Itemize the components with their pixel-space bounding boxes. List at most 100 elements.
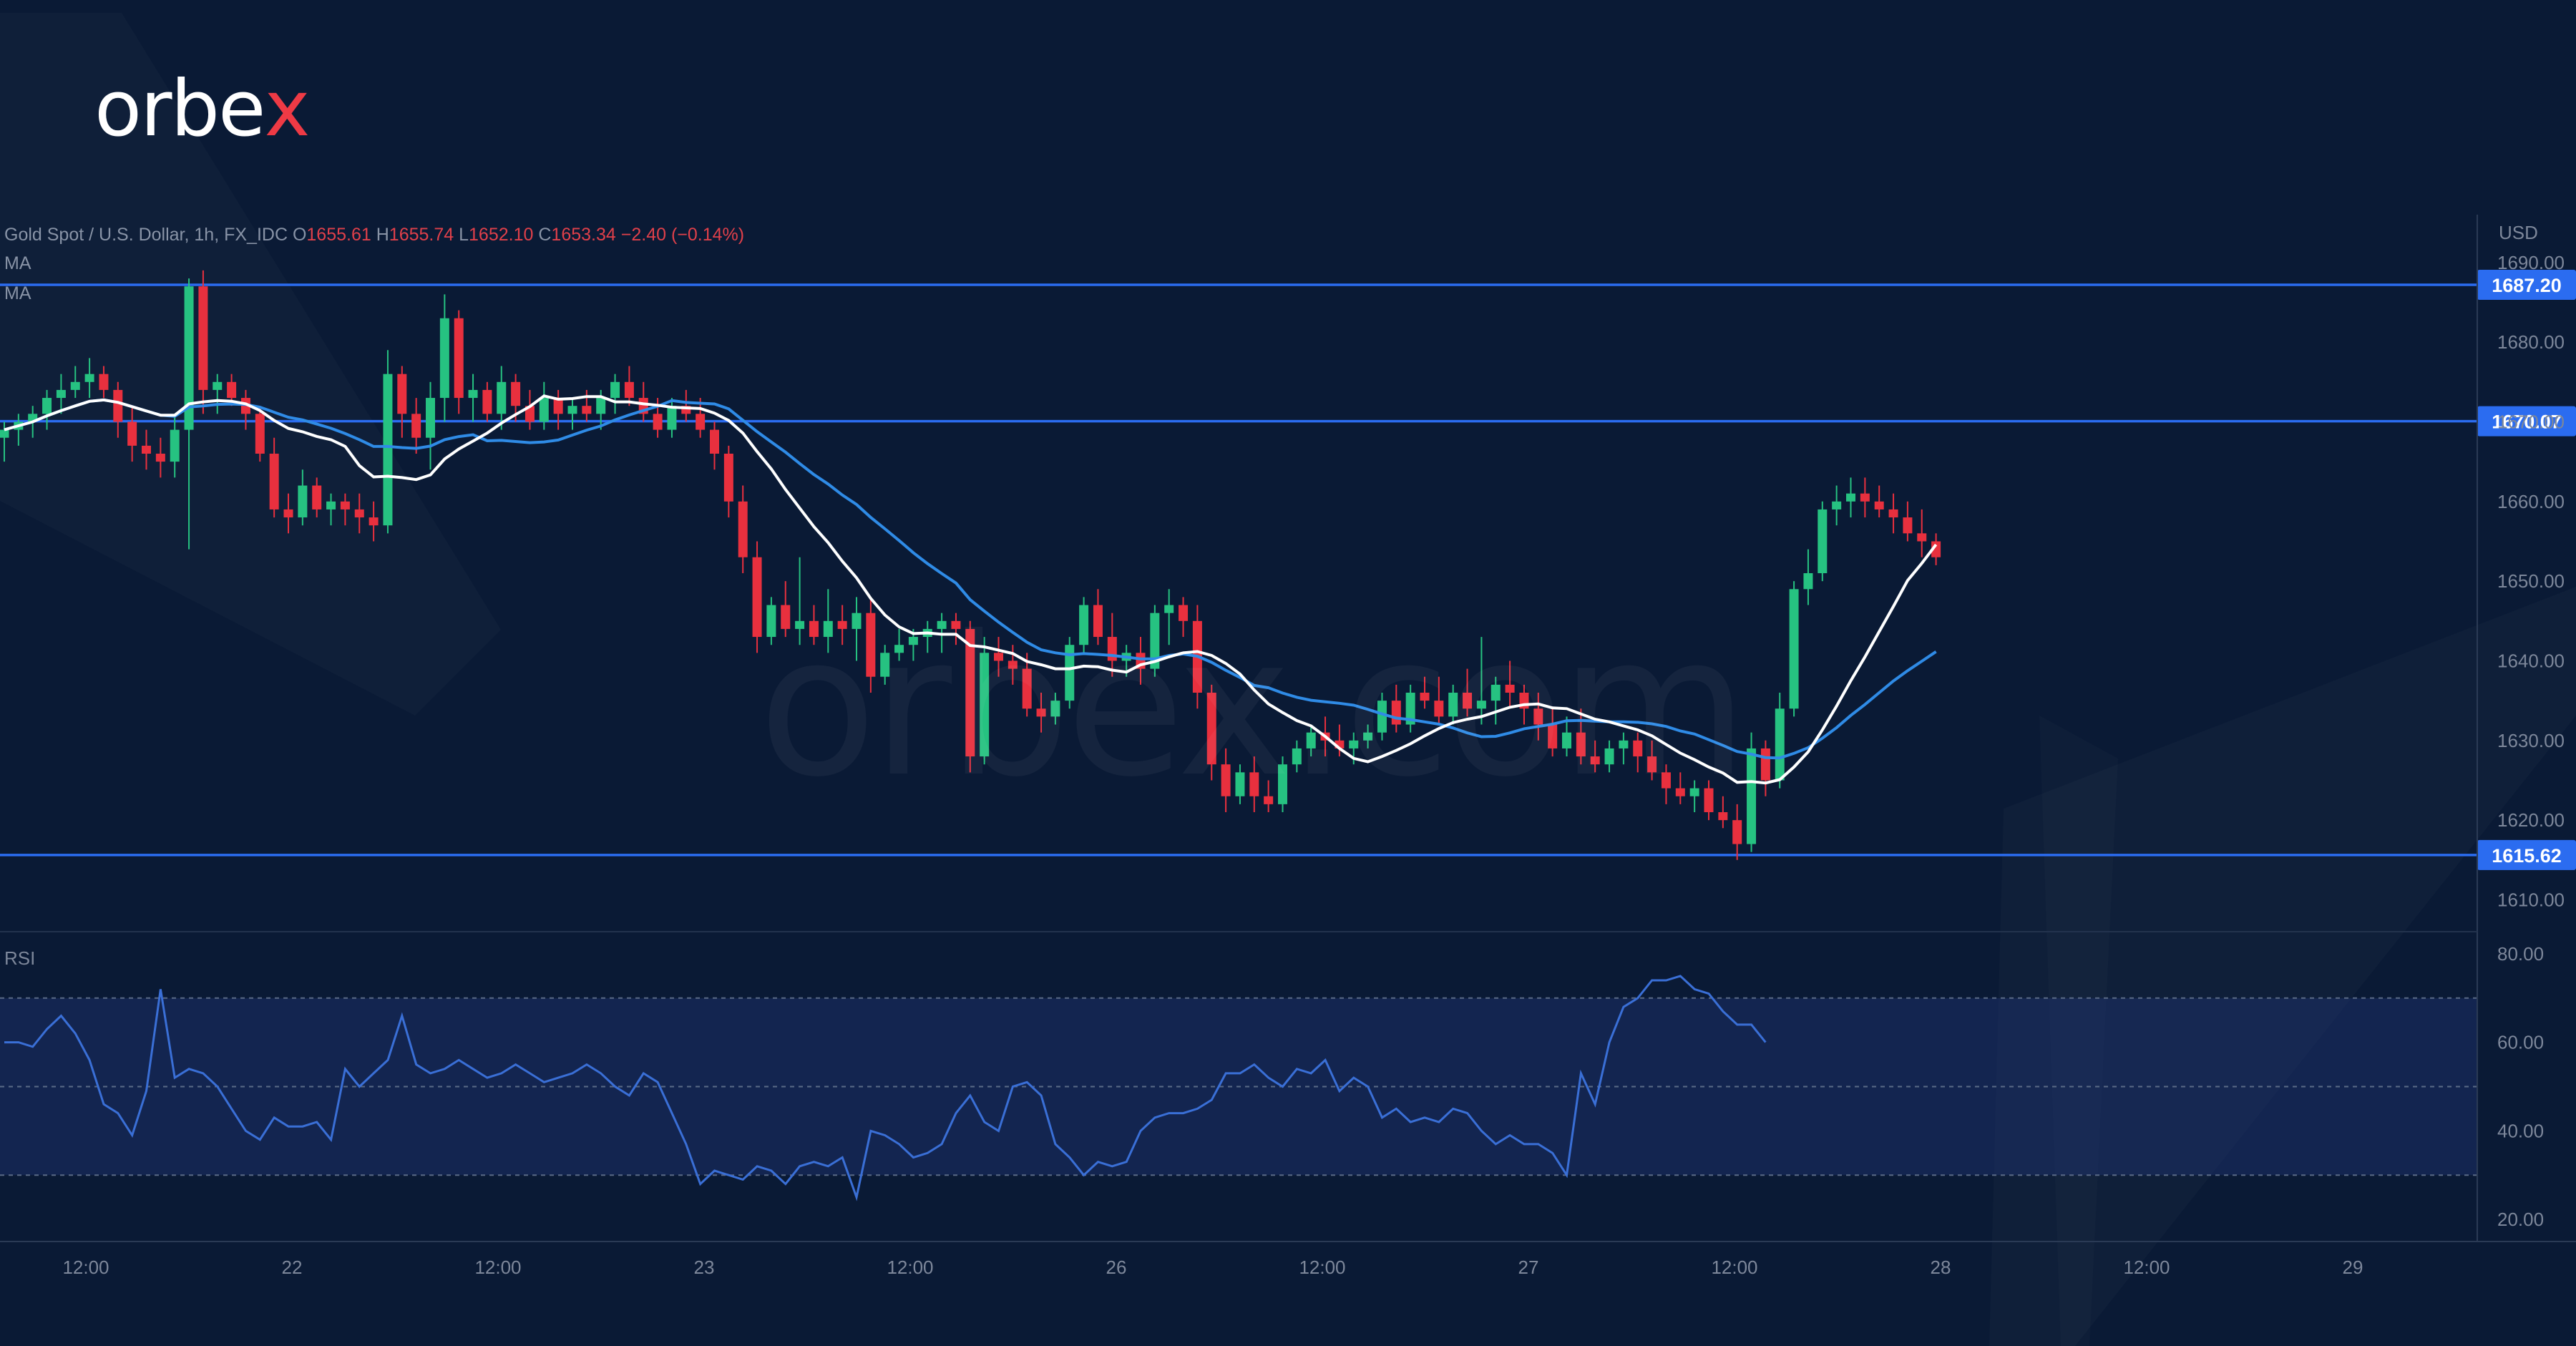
candle-body <box>1249 772 1259 796</box>
candle-body <box>795 620 805 629</box>
price-tick-label: 1690.00 <box>2497 252 2565 273</box>
candle-body <box>340 501 350 509</box>
candle-body <box>525 406 535 422</box>
candle-body <box>1675 788 1685 796</box>
candle-body <box>1732 820 1742 844</box>
candle-body <box>113 389 123 422</box>
candle-body <box>1832 501 1842 509</box>
rsi-label: RSI <box>4 947 35 969</box>
candle-body <box>610 381 620 399</box>
candle-body <box>1292 748 1302 765</box>
candle-body <box>397 374 407 414</box>
candle-body <box>255 414 265 454</box>
candle-body <box>1548 724 1558 748</box>
price-tick-label: 1660.00 <box>2497 491 2565 512</box>
candle-body <box>269 454 279 509</box>
rsi-tick-label: 60.00 <box>2497 1032 2544 1053</box>
price-tick-label: 1640.00 <box>2497 650 2565 671</box>
candle-body <box>1448 693 1458 717</box>
candle-body <box>809 620 819 638</box>
candle-body <box>1647 756 1657 773</box>
candle-body <box>1689 788 1699 796</box>
candle-body <box>1349 740 1359 748</box>
time-tick-label: 12:00 <box>62 1257 109 1278</box>
candle-body <box>213 381 223 390</box>
candle-body <box>1150 613 1160 669</box>
candle-body <box>1860 493 1870 502</box>
candles[interactable] <box>0 270 1941 860</box>
candle-body <box>1903 517 1913 534</box>
candle-body <box>1533 708 1543 725</box>
candle-body <box>653 414 663 430</box>
candle-body <box>1022 668 1032 709</box>
candle-body <box>752 557 762 638</box>
price-tick-label: 1680.00 <box>2497 331 2565 353</box>
ma-legend-1[interactable]: MA <box>4 253 31 273</box>
candle-body <box>908 637 918 645</box>
candle-body <box>837 620 847 629</box>
candle-body <box>411 414 421 438</box>
candle-body <box>1760 748 1770 781</box>
candle-body <box>1590 756 1600 765</box>
candle-body <box>1050 701 1060 717</box>
candle-body <box>965 628 975 757</box>
candle-body <box>454 318 464 399</box>
level-tag-label: 1670.07 <box>2492 411 2562 433</box>
level-lines[interactable]: 1687.20 1670.07 1615.62 <box>0 269 2576 870</box>
candle-body <box>227 381 237 399</box>
rsi-tick-label: 20.00 <box>2497 1209 2544 1230</box>
candle-body <box>1206 693 1216 765</box>
time-tick-label: 12:00 <box>1711 1257 1757 1278</box>
level-tag-label: 1687.20 <box>2492 275 2562 296</box>
candle-body <box>1619 740 1629 748</box>
moving-averages <box>4 394 1938 785</box>
candle-body <box>766 605 776 638</box>
open-value: 1655.61 <box>306 225 371 245</box>
candle-body <box>439 318 449 399</box>
candle-body <box>354 509 364 518</box>
low-value: 1652.10 <box>469 225 534 245</box>
candle-body <box>1377 701 1387 733</box>
candle-body <box>482 389 492 414</box>
candle-body <box>1235 772 1245 796</box>
rsi-panel[interactable]: RSI <box>0 947 2477 1201</box>
candle-body <box>1093 605 1103 638</box>
candle-body <box>1633 740 1643 757</box>
level-tag-label: 1615.62 <box>2492 845 2562 867</box>
candle-body <box>170 429 180 462</box>
candle-body <box>1065 645 1075 701</box>
candle-body <box>1179 605 1189 621</box>
time-tick-label: 28 <box>1931 1257 1951 1278</box>
candle-body <box>0 429 9 438</box>
candle-body <box>553 398 563 414</box>
candle-body <box>1405 693 1415 725</box>
candle-body <box>1775 708 1785 781</box>
candle-body <box>1363 732 1373 741</box>
candle-body <box>1604 748 1614 765</box>
candle-body <box>596 398 606 414</box>
candle-body <box>667 406 677 430</box>
candle-body <box>511 381 521 406</box>
candle-body <box>894 645 904 653</box>
candle-body <box>1278 764 1287 804</box>
candle-body <box>937 620 947 629</box>
candle-body <box>1931 541 1941 557</box>
candle-body <box>1008 660 1018 669</box>
candle-body <box>1888 509 1898 518</box>
candle-body <box>1335 740 1345 748</box>
candle-body <box>866 613 876 677</box>
time-tick-label: 27 <box>1518 1257 1539 1278</box>
open-label: O <box>292 225 307 245</box>
candle-body <box>1576 732 1586 757</box>
axes: USD1690.001680.001670.001660.001650.0016… <box>0 215 2576 1278</box>
candle-body <box>142 445 151 454</box>
candle-body <box>1491 684 1501 701</box>
time-tick-label: 26 <box>1106 1257 1127 1278</box>
price-tick-label: 1650.00 <box>2497 570 2565 592</box>
ma-legend-2[interactable]: MA <box>4 283 31 303</box>
candle-body <box>994 653 1003 661</box>
candle-body <box>184 286 194 430</box>
close-value: 1653.34 <box>551 225 616 245</box>
